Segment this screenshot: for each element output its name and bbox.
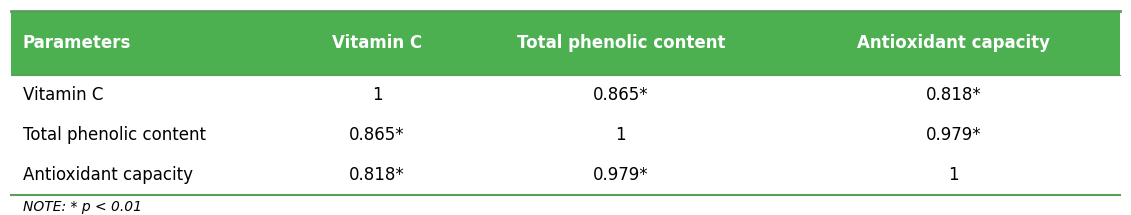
FancyBboxPatch shape [11, 155, 1120, 195]
Text: NOTE: * p < 0.01: NOTE: * p < 0.01 [23, 200, 141, 215]
Text: Parameters: Parameters [23, 34, 131, 52]
Text: 0.979*: 0.979* [593, 166, 649, 184]
Text: Antioxidant capacity: Antioxidant capacity [857, 34, 1050, 52]
Text: 0.865*: 0.865* [349, 126, 405, 144]
Text: Antioxidant capacity: Antioxidant capacity [23, 166, 192, 184]
Text: 1: 1 [372, 86, 382, 104]
FancyBboxPatch shape [11, 115, 1120, 155]
Text: 0.818*: 0.818* [349, 166, 405, 184]
Text: Vitamin C: Vitamin C [333, 34, 422, 52]
Text: 0.865*: 0.865* [593, 86, 649, 104]
FancyBboxPatch shape [11, 11, 1120, 75]
Text: 0.979*: 0.979* [925, 126, 982, 144]
Text: Total phenolic content: Total phenolic content [517, 34, 725, 52]
FancyBboxPatch shape [11, 75, 1120, 115]
Text: Vitamin C: Vitamin C [23, 86, 103, 104]
Text: 0.818*: 0.818* [925, 86, 982, 104]
Text: Total phenolic content: Total phenolic content [23, 126, 206, 144]
Text: 1: 1 [948, 166, 959, 184]
Text: 1: 1 [615, 126, 627, 144]
